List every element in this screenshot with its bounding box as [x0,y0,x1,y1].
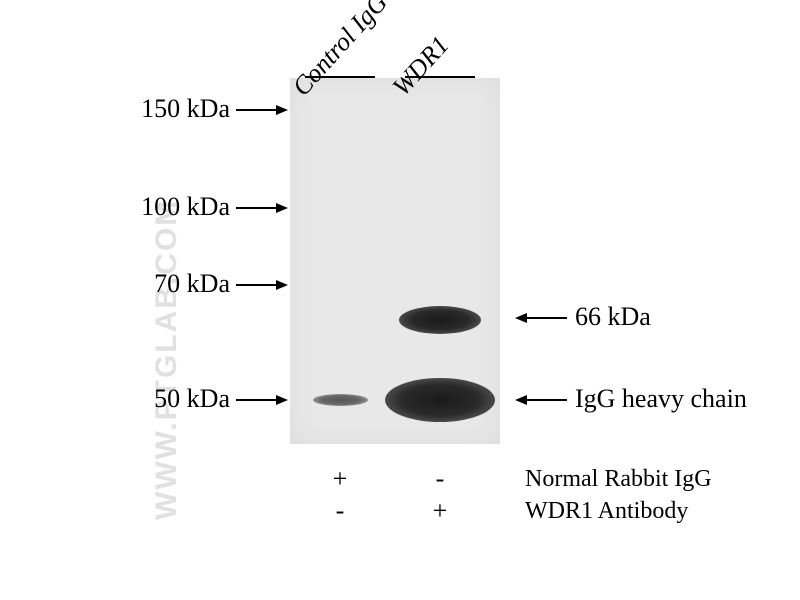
condition-wdr1-antibody-lane1: - [325,496,355,526]
ladder-50-kda: 50 kDa [154,384,230,414]
target-band-label: 66 kDa [575,302,651,332]
igg-heavy-chain-label: IgG heavy chain [575,384,747,414]
condition-normal-rabbit-igg-lane1: + [325,464,355,494]
condition-label-wdr1-antibody: WDR1 Antibody [525,498,688,525]
igg-hc-band-lane1 [313,394,368,406]
condition-label-normal-rabbit-igg: Normal Rabbit IgG [525,466,712,493]
wdr1-band [399,306,481,334]
annotation-arrow-icon [515,394,567,395]
figure-canvas: WWW.PTGLAB.COM 150 kDa 100 kDa 70 kDa 50 kD… [0,0,800,600]
ladder-arrow-icon [236,202,288,203]
condition-normal-rabbit-igg-lane2: - [425,464,455,494]
ladder-arrow-icon [236,394,288,395]
ladder-arrow-icon [236,279,288,280]
igg-hc-band-lane2 [385,378,495,422]
ladder-arrow-icon [236,104,288,105]
ladder-100-kda: 100 kDa [141,192,230,222]
ladder-70-kda: 70 kDa [154,269,230,299]
annotation-arrow-icon [515,312,567,313]
ladder-150-kda: 150 kDa [141,94,230,124]
condition-wdr1-antibody-lane2: + [425,496,455,526]
watermark-text: WWW.PTGLAB.COM [150,199,184,520]
